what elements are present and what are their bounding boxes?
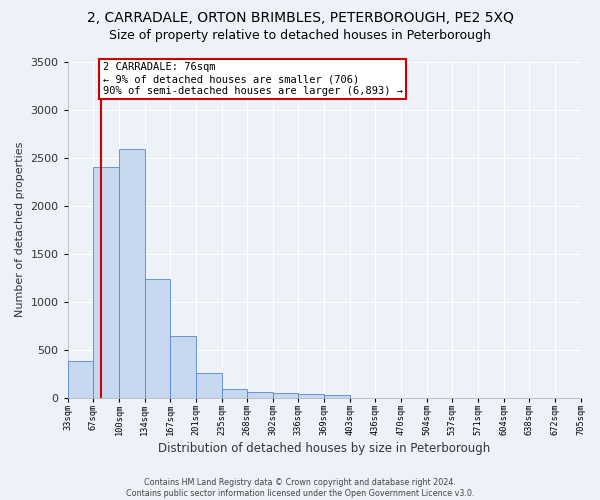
Bar <box>221 390 247 398</box>
Bar <box>68 360 94 398</box>
Bar <box>170 336 196 398</box>
Bar <box>247 392 273 398</box>
Bar <box>119 149 145 398</box>
Text: 2, CARRADALE, ORTON BRIMBLES, PETERBOROUGH, PE2 5XQ: 2, CARRADALE, ORTON BRIMBLES, PETERBOROU… <box>86 11 514 25</box>
Text: Contains HM Land Registry data © Crown copyright and database right 2024.
Contai: Contains HM Land Registry data © Crown c… <box>126 478 474 498</box>
Bar <box>324 395 350 398</box>
Y-axis label: Number of detached properties: Number of detached properties <box>15 142 25 318</box>
Bar <box>298 394 324 398</box>
X-axis label: Distribution of detached houses by size in Peterborough: Distribution of detached houses by size … <box>158 442 490 455</box>
Bar <box>94 168 119 398</box>
Text: 2 CARRADALE: 76sqm
← 9% of detached houses are smaller (706)
90% of semi-detache: 2 CARRADALE: 76sqm ← 9% of detached hous… <box>103 62 403 96</box>
Bar <box>145 279 170 398</box>
Text: Size of property relative to detached houses in Peterborough: Size of property relative to detached ho… <box>109 29 491 42</box>
Bar <box>196 374 221 398</box>
Bar <box>273 392 298 398</box>
